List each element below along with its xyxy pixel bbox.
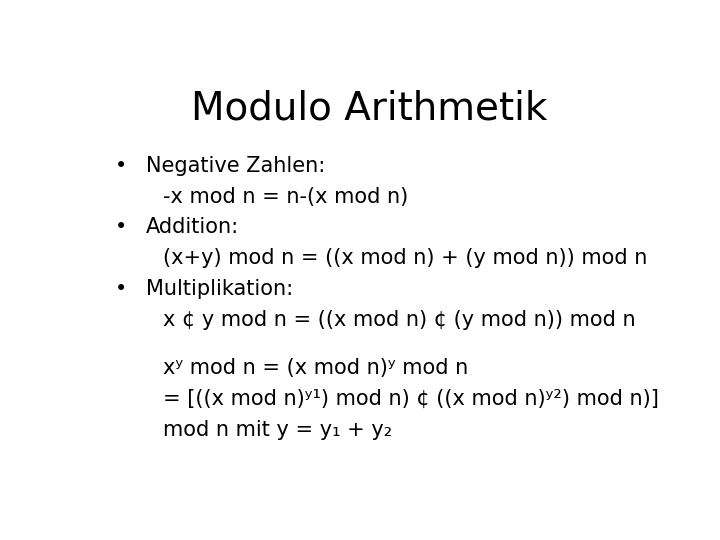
Text: Negative Zahlen:: Negative Zahlen: — [145, 156, 325, 176]
Text: = [((x mod n)ʸ¹) mod n) ¢ ((x mod n)ʸ²) mod n)]: = [((x mod n)ʸ¹) mod n) ¢ ((x mod n)ʸ²) … — [163, 389, 658, 409]
Text: Multiplikation:: Multiplikation: — [145, 279, 293, 299]
Text: -x mod n = n-(x mod n): -x mod n = n-(x mod n) — [163, 187, 408, 207]
Text: xʸ mod n = (x mod n)ʸ mod n: xʸ mod n = (x mod n)ʸ mod n — [163, 358, 468, 378]
Text: •: • — [114, 217, 127, 237]
Text: x ¢ y mod n = ((x mod n) ¢ (y mod n)) mod n: x ¢ y mod n = ((x mod n) ¢ (y mod n)) mo… — [163, 310, 635, 330]
Text: Addition:: Addition: — [145, 217, 239, 237]
Text: •: • — [114, 279, 127, 299]
Text: Modulo Arithmetik: Modulo Arithmetik — [191, 90, 547, 128]
Text: (x+y) mod n = ((x mod n) + (y mod n)) mod n: (x+y) mod n = ((x mod n) + (y mod n)) mo… — [163, 248, 647, 268]
Text: mod n mit y = y₁ + y₂: mod n mit y = y₁ + y₂ — [163, 420, 392, 440]
Text: •: • — [114, 156, 127, 176]
